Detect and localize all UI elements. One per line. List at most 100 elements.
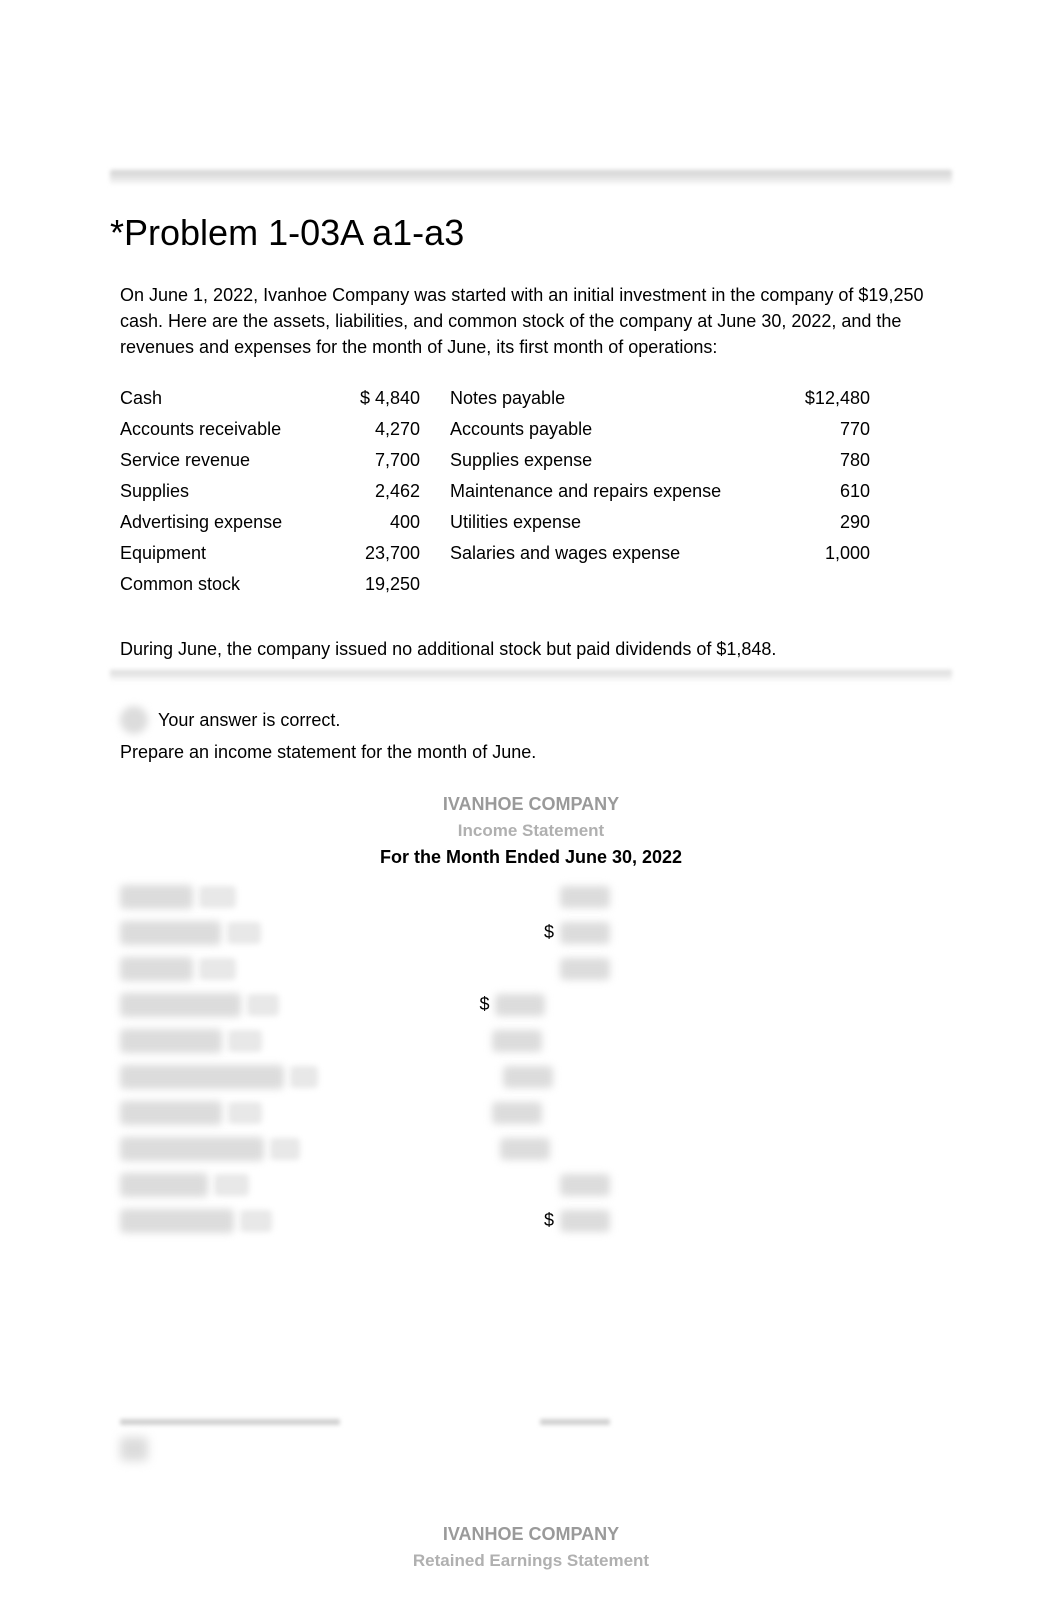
income-line-label [120,993,241,1017]
account-label: Supplies expense [450,450,770,471]
account-value: 400 [330,512,420,533]
account-row: Equipment23,700 [120,543,420,564]
accounts-right-column: Notes payable$12,480Accounts payable770S… [450,388,870,595]
income-amount [560,1174,610,1196]
income-line [120,1131,610,1167]
account-row: Accounts payable770 [450,419,870,440]
income-amount [560,1210,610,1232]
income-line-label [120,1137,264,1161]
income-amount [560,886,610,908]
income-line-label [120,1029,222,1053]
account-label: Accounts receivable [120,419,330,440]
income-line-label [120,1173,208,1197]
retained-earnings-header: IVANHOE COMPANY Retained Earnings Statem… [366,1521,696,1574]
blurred-marker [120,1437,148,1461]
account-row: Supplies2,462 [120,481,420,502]
account-value: 2,462 [330,481,420,502]
account-row: Advertising expense400 [120,512,420,533]
account-label: Equipment [120,543,330,564]
currency-symbol: $ [540,922,554,943]
account-value: 4,270 [330,419,420,440]
dropdown-icon [228,1030,262,1052]
account-label: Service revenue [120,450,330,471]
account-value: 780 [770,450,870,471]
income-amount [560,958,610,980]
income-line-label [120,1065,284,1089]
blurred-rule-row [110,1419,952,1425]
blurred-rule-left [120,1419,340,1425]
currency-symbol: $ [475,994,489,1015]
income-line [120,1059,610,1095]
income-line [120,1023,610,1059]
feedback-text: Your answer is correct. [158,710,340,731]
blurred-rule-right [540,1419,610,1425]
account-row: Supplies expense780 [450,450,870,471]
company-name: IVANHOE COMPANY [281,791,781,818]
statement-period: For the Month Ended June 30, 2022 [281,844,781,871]
check-icon [120,706,148,734]
account-label: Common stock [120,574,330,595]
account-value: 1,000 [770,543,870,564]
income-line [120,1167,610,1203]
dropdown-icon [214,1174,249,1196]
account-value: 19,250 [330,574,420,595]
dropdown-icon [290,1066,318,1088]
account-row: Maintenance and repairs expense610 [450,481,870,502]
statement-type-2: Retained Earnings Statement [366,1548,696,1574]
problem-intro: On June 1, 2022, Ivanhoe Company was sta… [110,282,952,360]
income-line: $ [120,1203,610,1239]
income-line [120,1095,610,1131]
account-row: Salaries and wages expense1,000 [450,543,870,564]
dropdown-icon [247,994,279,1016]
account-row: Common stock19,250 [120,574,420,595]
account-value: 7,700 [330,450,420,471]
income-line-label [120,957,193,981]
company-name-2: IVANHOE COMPANY [366,1521,696,1548]
income-amount [503,1066,553,1088]
account-label: Salaries and wages expense [450,543,770,564]
income-line-label [120,1101,222,1125]
income-line: $ [120,915,610,951]
income-line: $ [120,987,610,1023]
income-line [120,951,610,987]
instruction-text: Prepare an income statement for the mont… [110,742,952,763]
income-amount [492,1030,542,1052]
account-row: Service revenue7,700 [120,450,420,471]
income-amount [560,922,610,944]
dropdown-icon [199,958,236,980]
accounts-left-column: Cash$ 4,840Accounts receivable4,270Servi… [120,388,420,595]
currency-symbol: $ [540,1210,554,1231]
dividends-note: During June, the company issued no addit… [110,639,952,660]
income-statement-body: $ $ $ [110,879,610,1239]
income-line [120,879,610,915]
feedback-row: Your answer is correct. [110,706,952,734]
account-label: Accounts payable [450,419,770,440]
account-row: Notes payable$12,480 [450,388,870,409]
account-row: Utilities expense290 [450,512,870,533]
account-value: 770 [770,419,870,440]
statement-type: Income Statement [281,818,781,844]
income-line-label [120,921,221,945]
account-value: 290 [770,512,870,533]
account-label: Maintenance and repairs expense [450,481,770,502]
account-value: 23,700 [330,543,420,564]
account-value: 610 [770,481,870,502]
account-label: Advertising expense [120,512,330,533]
account-value: $12,480 [770,388,870,409]
section-shadow-top [110,170,952,184]
dropdown-icon [228,1102,262,1124]
dropdown-icon [199,886,236,908]
accounts-table: Cash$ 4,840Accounts receivable4,270Servi… [110,388,952,595]
account-value: $ 4,840 [330,388,420,409]
account-row: Accounts receivable4,270 [120,419,420,440]
income-amount [500,1138,550,1160]
account-row: Cash$ 4,840 [120,388,420,409]
dropdown-icon [227,922,261,944]
account-label: Notes payable [450,388,770,409]
problem-title: *Problem 1-03A a1-a3 [110,212,952,254]
account-label: Utilities expense [450,512,770,533]
account-label: Cash [120,388,330,409]
section-shadow-mid [110,670,952,682]
income-line-label [120,885,193,909]
income-statement-header: IVANHOE COMPANY Income Statement For the… [281,791,781,871]
